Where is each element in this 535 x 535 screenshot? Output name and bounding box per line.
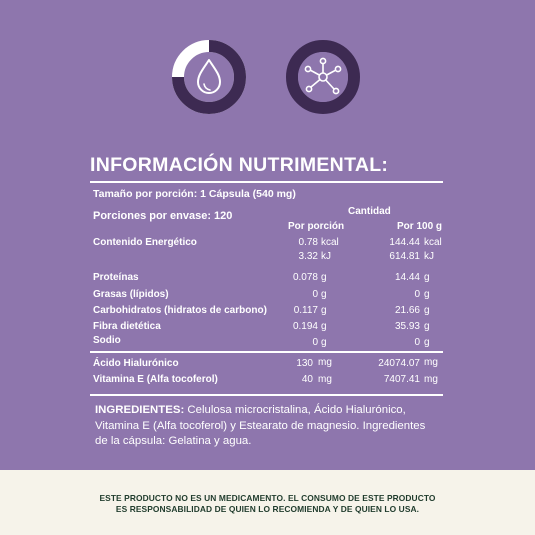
nutrient-unit-100g: g (424, 272, 430, 283)
nutrient-100g: 0 (414, 337, 420, 348)
energy-kj-porcion: 3.32 (298, 251, 318, 262)
nutrient-porcion: 0.078 (292, 272, 318, 283)
nutrient-unit: g (321, 289, 327, 300)
nutrient-unit-100g: g (424, 321, 430, 332)
energy-kcal-unit: kcal (321, 237, 339, 248)
nutrient-100g: 21.66 (394, 305, 420, 316)
nutrient-porcion: 0 (312, 337, 318, 348)
footer-background (0, 470, 535, 535)
serving-size: Tamaño por porción: 1 Cápsula (540 mg) (93, 188, 296, 200)
disclaimer-line-2: ES RESPONSABILIDAD DE QUIEN LO RECOMIEND… (115, 504, 420, 514)
panel-background (0, 0, 535, 470)
header-por-100g: Por 100 g (397, 221, 443, 232)
active-unit: mg (318, 357, 332, 368)
energy-label: Contenido Energético (93, 237, 197, 248)
active-porcion: 40 (301, 374, 313, 385)
active-unit: mg (318, 374, 332, 385)
header-por-porcion: Por porción (288, 221, 345, 232)
energy-kj-100g: 614.81 (389, 251, 420, 262)
nutrient-unit-100g: g (424, 305, 430, 316)
divider-bottom (90, 394, 443, 396)
energy-kj-unit-100g: kJ (424, 251, 434, 262)
nutrient-unit: g (321, 337, 327, 348)
active-label: Vitamina E (Alfa tocoferol) (93, 374, 218, 385)
active-unit-100g: mg (424, 357, 438, 368)
ingredients-label: INGREDIENTES: (95, 404, 185, 416)
nutrient-100g: 14.44 (394, 272, 420, 283)
nutrient-label: Carbohidratos (hidratos de carbono) (93, 305, 267, 316)
active-label: Ácido Hialurónico (93, 358, 179, 369)
energy-kcal-porcion: 0.78 (298, 237, 318, 248)
molecule-icon (286, 40, 360, 114)
servings-per-container: Porciones por envase: 120 (93, 210, 233, 222)
nutrient-porcion: 0.117 (293, 305, 318, 316)
active-porcion: 130 (296, 358, 313, 369)
nutrient-100g: 0 (414, 289, 420, 300)
divider-top (90, 181, 443, 183)
nutrient-label: Fibra dietética (93, 321, 161, 332)
nutrient-100g: 35.93 (394, 321, 420, 332)
disclaimer-line-1: ESTE PRODUCTO NO ES UN MEDICAMENTO. EL C… (99, 493, 436, 503)
nutrient-label: Sodio (93, 335, 121, 346)
nutrient-unit: g (321, 305, 327, 316)
energy-kj-unit: kJ (321, 251, 331, 262)
nutrient-porcion: 0 (312, 289, 318, 300)
nutrient-unit-100g: g (424, 289, 430, 300)
water-drop-icon (172, 40, 246, 114)
header-cantidad: Cantidad (348, 206, 391, 217)
active-unit-100g: mg (424, 374, 438, 385)
active-100g: 24074.07 (378, 358, 420, 369)
nutrient-porcion: 0.194 (292, 321, 318, 332)
energy-kcal-100g: 144.44 (389, 237, 420, 248)
active-100g: 7407.41 (383, 374, 420, 385)
nutrient-label: Proteínas (93, 272, 139, 283)
divider-middle (90, 351, 443, 353)
ingredients-text: INGREDIENTES: Celulosa microcristalina, … (95, 403, 435, 450)
nutrient-label: Grasas (lípidos) (93, 289, 169, 300)
nutrient-unit: g (321, 321, 327, 332)
energy-kcal-unit-100g: kcal (424, 237, 442, 248)
ingredients-list: Celulosa microcristalina, Ácido Hialurón… (95, 404, 426, 447)
page-title: INFORMACIÓN NUTRIMENTAL: (90, 154, 389, 176)
nutrient-unit-100g: g (424, 337, 430, 348)
nutrient-unit: g (321, 272, 327, 283)
